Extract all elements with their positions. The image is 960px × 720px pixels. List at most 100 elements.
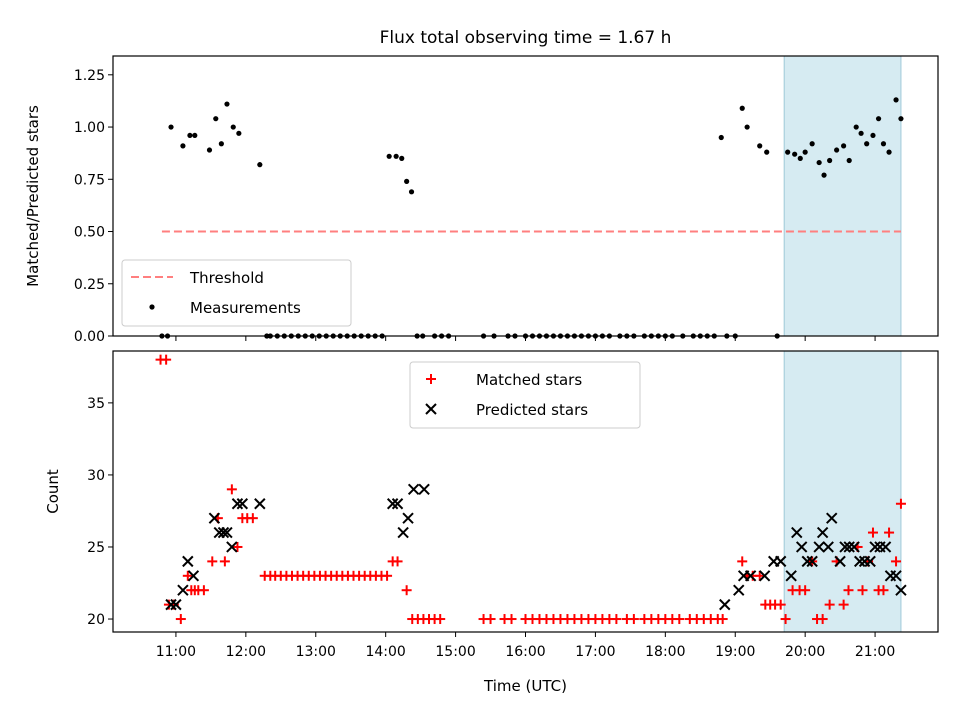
predicted-star-point — [226, 541, 238, 553]
measurement-point — [230, 124, 236, 130]
measurement-point — [821, 172, 827, 178]
predicted-star-point — [801, 555, 813, 568]
legend-top — [121, 259, 352, 327]
x-b — [834, 555, 846, 568]
measurement-point — [206, 147, 213, 153]
predicted-star-point — [869, 541, 881, 553]
x-b — [791, 526, 803, 539]
measurement-point — [870, 132, 876, 139]
matched-star-point — [232, 541, 243, 552]
measurement-point — [802, 149, 808, 155]
legend-label: Matched stars — [476, 371, 582, 389]
measurement-point — [875, 116, 882, 122]
x-tick-label: 16:00 — [505, 644, 545, 660]
x-b — [853, 555, 866, 568]
predicted-star-point — [221, 526, 233, 539]
x-b — [254, 498, 266, 510]
predicted-star-point — [813, 541, 825, 553]
measurement-point — [224, 101, 230, 107]
x-b — [187, 570, 200, 582]
x-b — [795, 541, 808, 553]
measurement-point — [236, 130, 242, 136]
x-b — [418, 483, 430, 496]
predicted-star-point — [208, 512, 221, 524]
measurement-point — [393, 153, 399, 159]
y-axis-label: Matched/Predicted stars — [24, 105, 42, 287]
matched-star-point — [717, 614, 728, 625]
matched-star-point — [891, 556, 902, 567]
matched-star-point — [247, 513, 258, 524]
x-b — [177, 584, 189, 596]
x-b — [869, 541, 881, 553]
x-b — [386, 498, 399, 510]
y-tick-label: 1.25 — [74, 68, 105, 84]
matched-star-point — [485, 614, 496, 625]
predicted-star-point — [719, 598, 731, 611]
y-tick-label: 0.75 — [74, 172, 105, 188]
matched-star-point — [895, 498, 906, 509]
measurement-point — [257, 162, 263, 168]
measurement-point — [853, 124, 859, 130]
predicted-star-point — [826, 512, 838, 524]
x-b — [719, 598, 731, 611]
y-axis-label: Count — [44, 469, 62, 514]
x-b — [843, 541, 855, 553]
measurement-point — [785, 149, 791, 155]
predicted-star-point — [879, 541, 892, 553]
x-axis-label: Time (UTC) — [483, 677, 567, 695]
predicted-star-point — [853, 555, 866, 568]
measurement-point — [739, 105, 745, 111]
matched-star-point — [843, 585, 854, 596]
matched-star-point — [824, 599, 835, 610]
predicted-star-point — [806, 555, 818, 568]
legend-label: Predicted stars — [476, 401, 588, 419]
x-b — [391, 498, 404, 510]
matched-star-point — [737, 556, 748, 567]
matched-star-point — [401, 585, 412, 596]
measurement-point — [809, 141, 815, 147]
x-tick-label: 13:00 — [296, 644, 336, 660]
x-b — [839, 541, 851, 553]
x-b — [236, 498, 249, 510]
matched-star-point — [161, 354, 172, 365]
legend-label: Threshold — [189, 269, 264, 287]
y-tick-label: 0.00 — [74, 329, 105, 345]
predicted-star-point — [791, 526, 803, 539]
predicted-star-point — [231, 498, 244, 510]
measurement-point — [192, 132, 198, 139]
x-b — [226, 541, 238, 553]
matched-star-point — [392, 556, 403, 567]
x-b — [826, 512, 838, 524]
x-b — [806, 555, 818, 568]
measurement-point — [764, 149, 770, 155]
predicted-star-point — [795, 541, 808, 553]
x-b — [864, 555, 876, 568]
matched-star-point — [628, 614, 639, 625]
matched-star-point — [182, 570, 193, 581]
matched-star-point — [775, 599, 786, 610]
y-tick-label: 20 — [87, 612, 105, 628]
x-b — [848, 541, 860, 553]
predicted-star-point — [402, 512, 414, 524]
measurement-point — [213, 116, 219, 122]
predicted-star-point — [418, 483, 430, 496]
predicted-star-point — [758, 570, 771, 582]
predicted-star-point — [254, 498, 266, 510]
predicted-star-point — [839, 541, 851, 553]
measurement-point — [858, 130, 864, 136]
measurement-point — [408, 189, 415, 195]
predicted-star-point — [895, 584, 907, 596]
predicted-star-point — [391, 498, 404, 510]
x-b — [733, 584, 745, 596]
predicted-star-point — [182, 555, 194, 568]
measurement-point — [893, 97, 899, 103]
legend-box — [121, 259, 352, 327]
predicted-star-point — [165, 598, 177, 611]
x-tick-label: 19:00 — [715, 644, 755, 660]
matched-star-point — [382, 570, 393, 581]
matched-star-point — [435, 614, 446, 625]
x-b — [231, 498, 244, 510]
x-b — [165, 598, 177, 611]
x-tick-label: 12:00 — [226, 644, 266, 660]
matched-star-point — [198, 585, 209, 596]
